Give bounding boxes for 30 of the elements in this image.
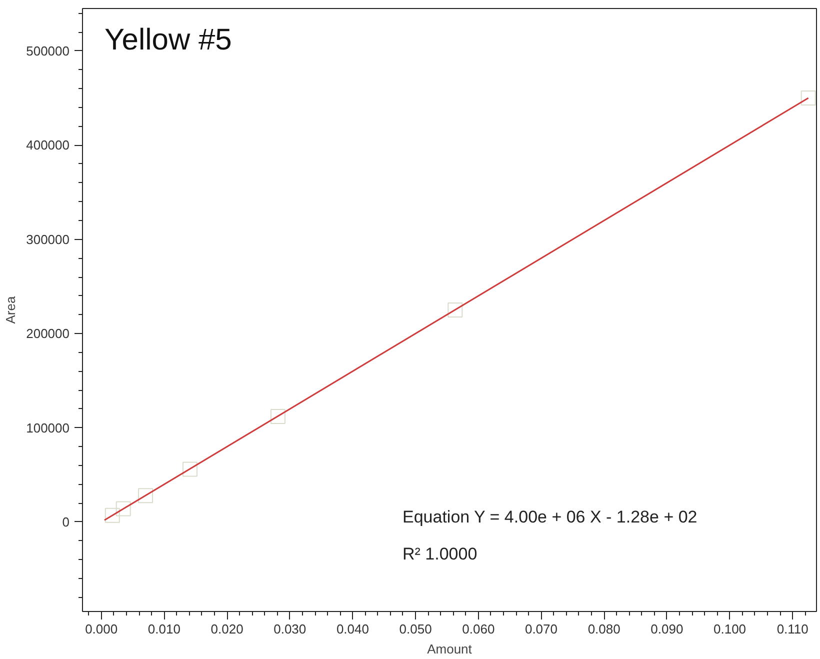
x-tick-label: 0.000 <box>85 622 118 636</box>
y-tick-label: 500000 <box>26 43 70 58</box>
y-axis-title: Area <box>3 296 18 324</box>
x-tick-label: 0.030 <box>274 622 306 636</box>
x-tick-label: 0.040 <box>336 622 370 636</box>
x-tick-label: 0.070 <box>524 622 558 636</box>
x-axis-title: Amount <box>427 642 472 656</box>
y-tick-label: 100000 <box>26 420 70 436</box>
x-tick-label: 0.020 <box>210 622 244 636</box>
point <box>270 408 286 424</box>
annotation: Equation Y = 4.00e + 06 X - 1.28e + 02 <box>402 508 698 526</box>
annotation: R² 1.0000 <box>402 544 478 564</box>
x-tick-label: 0.110 <box>776 622 808 636</box>
y-tick-label: 0 <box>62 514 70 530</box>
x-tick-label: 0.010 <box>148 622 180 636</box>
point <box>104 508 120 523</box>
x-tick-label: 0.060 <box>462 622 495 636</box>
x-tick-label: 0.100 <box>714 622 746 636</box>
point <box>138 488 154 504</box>
point <box>800 90 816 106</box>
x-tick-label: 0.090 <box>650 622 684 636</box>
point <box>182 462 198 477</box>
y-tick-label: 300000 <box>26 232 70 247</box>
y-tick-label: 400000 <box>26 138 70 153</box>
x-tick-label: 0.080 <box>588 622 620 636</box>
text: Yellow #5 <box>104 24 232 56</box>
point <box>116 501 131 516</box>
point <box>448 302 463 318</box>
y-tick-label: 200000 <box>26 326 70 342</box>
x-tick-label: 0.050 <box>399 622 432 636</box>
